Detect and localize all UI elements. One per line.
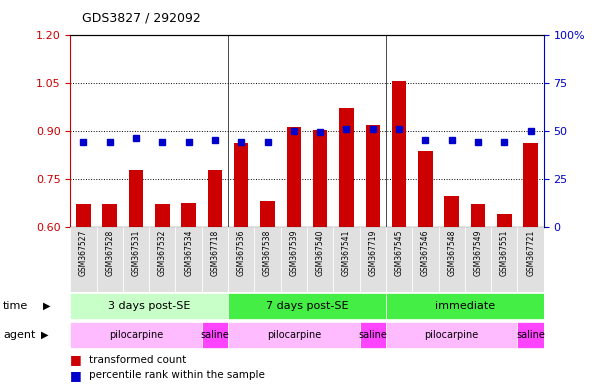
Bar: [280, 227, 307, 292]
Text: GSM367534: GSM367534: [184, 230, 193, 276]
Text: GSM367549: GSM367549: [474, 230, 483, 276]
Bar: [360, 227, 386, 292]
Text: time: time: [3, 301, 28, 311]
Bar: [228, 322, 360, 348]
Bar: [175, 227, 202, 292]
Bar: [202, 322, 228, 348]
Bar: [386, 227, 412, 292]
Text: GSM367538: GSM367538: [263, 230, 272, 276]
Bar: [386, 293, 544, 319]
Bar: [155, 204, 170, 227]
Bar: [234, 143, 249, 227]
Text: GSM367546: GSM367546: [421, 230, 430, 276]
Text: ■: ■: [70, 353, 82, 366]
Bar: [70, 293, 228, 319]
Text: GSM367548: GSM367548: [447, 230, 456, 276]
Text: immediate: immediate: [435, 301, 495, 311]
Text: ■: ■: [70, 369, 82, 382]
Bar: [418, 151, 433, 227]
Bar: [129, 170, 143, 227]
Text: GDS3827 / 292092: GDS3827 / 292092: [82, 12, 201, 25]
Bar: [149, 227, 175, 292]
Bar: [444, 196, 459, 227]
Text: pilocarpine: pilocarpine: [109, 330, 163, 340]
Bar: [497, 214, 511, 227]
Bar: [386, 322, 518, 348]
Text: pilocarpine: pilocarpine: [425, 330, 479, 340]
Bar: [123, 227, 149, 292]
Text: GSM367541: GSM367541: [342, 230, 351, 276]
Bar: [103, 204, 117, 227]
Bar: [465, 227, 491, 292]
Bar: [70, 322, 202, 348]
Bar: [491, 227, 518, 292]
Text: ▶: ▶: [43, 301, 50, 311]
Bar: [307, 227, 334, 292]
Bar: [287, 127, 301, 227]
Text: GSM367536: GSM367536: [236, 230, 246, 276]
Text: ▶: ▶: [41, 330, 48, 340]
Text: saline: saline: [359, 330, 387, 340]
Bar: [412, 227, 439, 292]
Bar: [313, 129, 327, 227]
Text: GSM367532: GSM367532: [158, 230, 167, 276]
Bar: [228, 227, 254, 292]
Text: pilocarpine: pilocarpine: [267, 330, 321, 340]
Text: agent: agent: [3, 330, 35, 340]
Bar: [181, 203, 196, 227]
Bar: [439, 227, 465, 292]
Bar: [518, 322, 544, 348]
Text: GSM367531: GSM367531: [131, 230, 141, 276]
Text: GSM367718: GSM367718: [210, 230, 219, 276]
Bar: [76, 204, 90, 227]
Text: GSM367719: GSM367719: [368, 230, 378, 276]
Text: percentile rank within the sample: percentile rank within the sample: [89, 370, 265, 381]
Bar: [97, 227, 123, 292]
Text: GSM367527: GSM367527: [79, 230, 88, 276]
Text: GSM367540: GSM367540: [316, 230, 324, 276]
Text: GSM367539: GSM367539: [290, 230, 298, 276]
Text: transformed count: transformed count: [89, 355, 186, 365]
Bar: [70, 227, 97, 292]
Bar: [339, 108, 354, 227]
Text: GSM367528: GSM367528: [105, 230, 114, 276]
Bar: [202, 227, 228, 292]
Text: saline: saline: [516, 330, 545, 340]
Bar: [518, 227, 544, 292]
Text: saline: saline: [200, 330, 229, 340]
Bar: [524, 143, 538, 227]
Bar: [334, 227, 360, 292]
Bar: [208, 170, 222, 227]
Text: GSM367551: GSM367551: [500, 230, 509, 276]
Text: GSM367721: GSM367721: [526, 230, 535, 276]
Bar: [365, 125, 380, 227]
Text: 7 days post-SE: 7 days post-SE: [266, 301, 348, 311]
Bar: [254, 227, 280, 292]
Bar: [228, 293, 386, 319]
Text: GSM367545: GSM367545: [395, 230, 404, 276]
Text: 3 days post-SE: 3 days post-SE: [108, 301, 191, 311]
Bar: [260, 200, 275, 227]
Bar: [392, 81, 406, 227]
Bar: [360, 322, 386, 348]
Bar: [471, 204, 485, 227]
